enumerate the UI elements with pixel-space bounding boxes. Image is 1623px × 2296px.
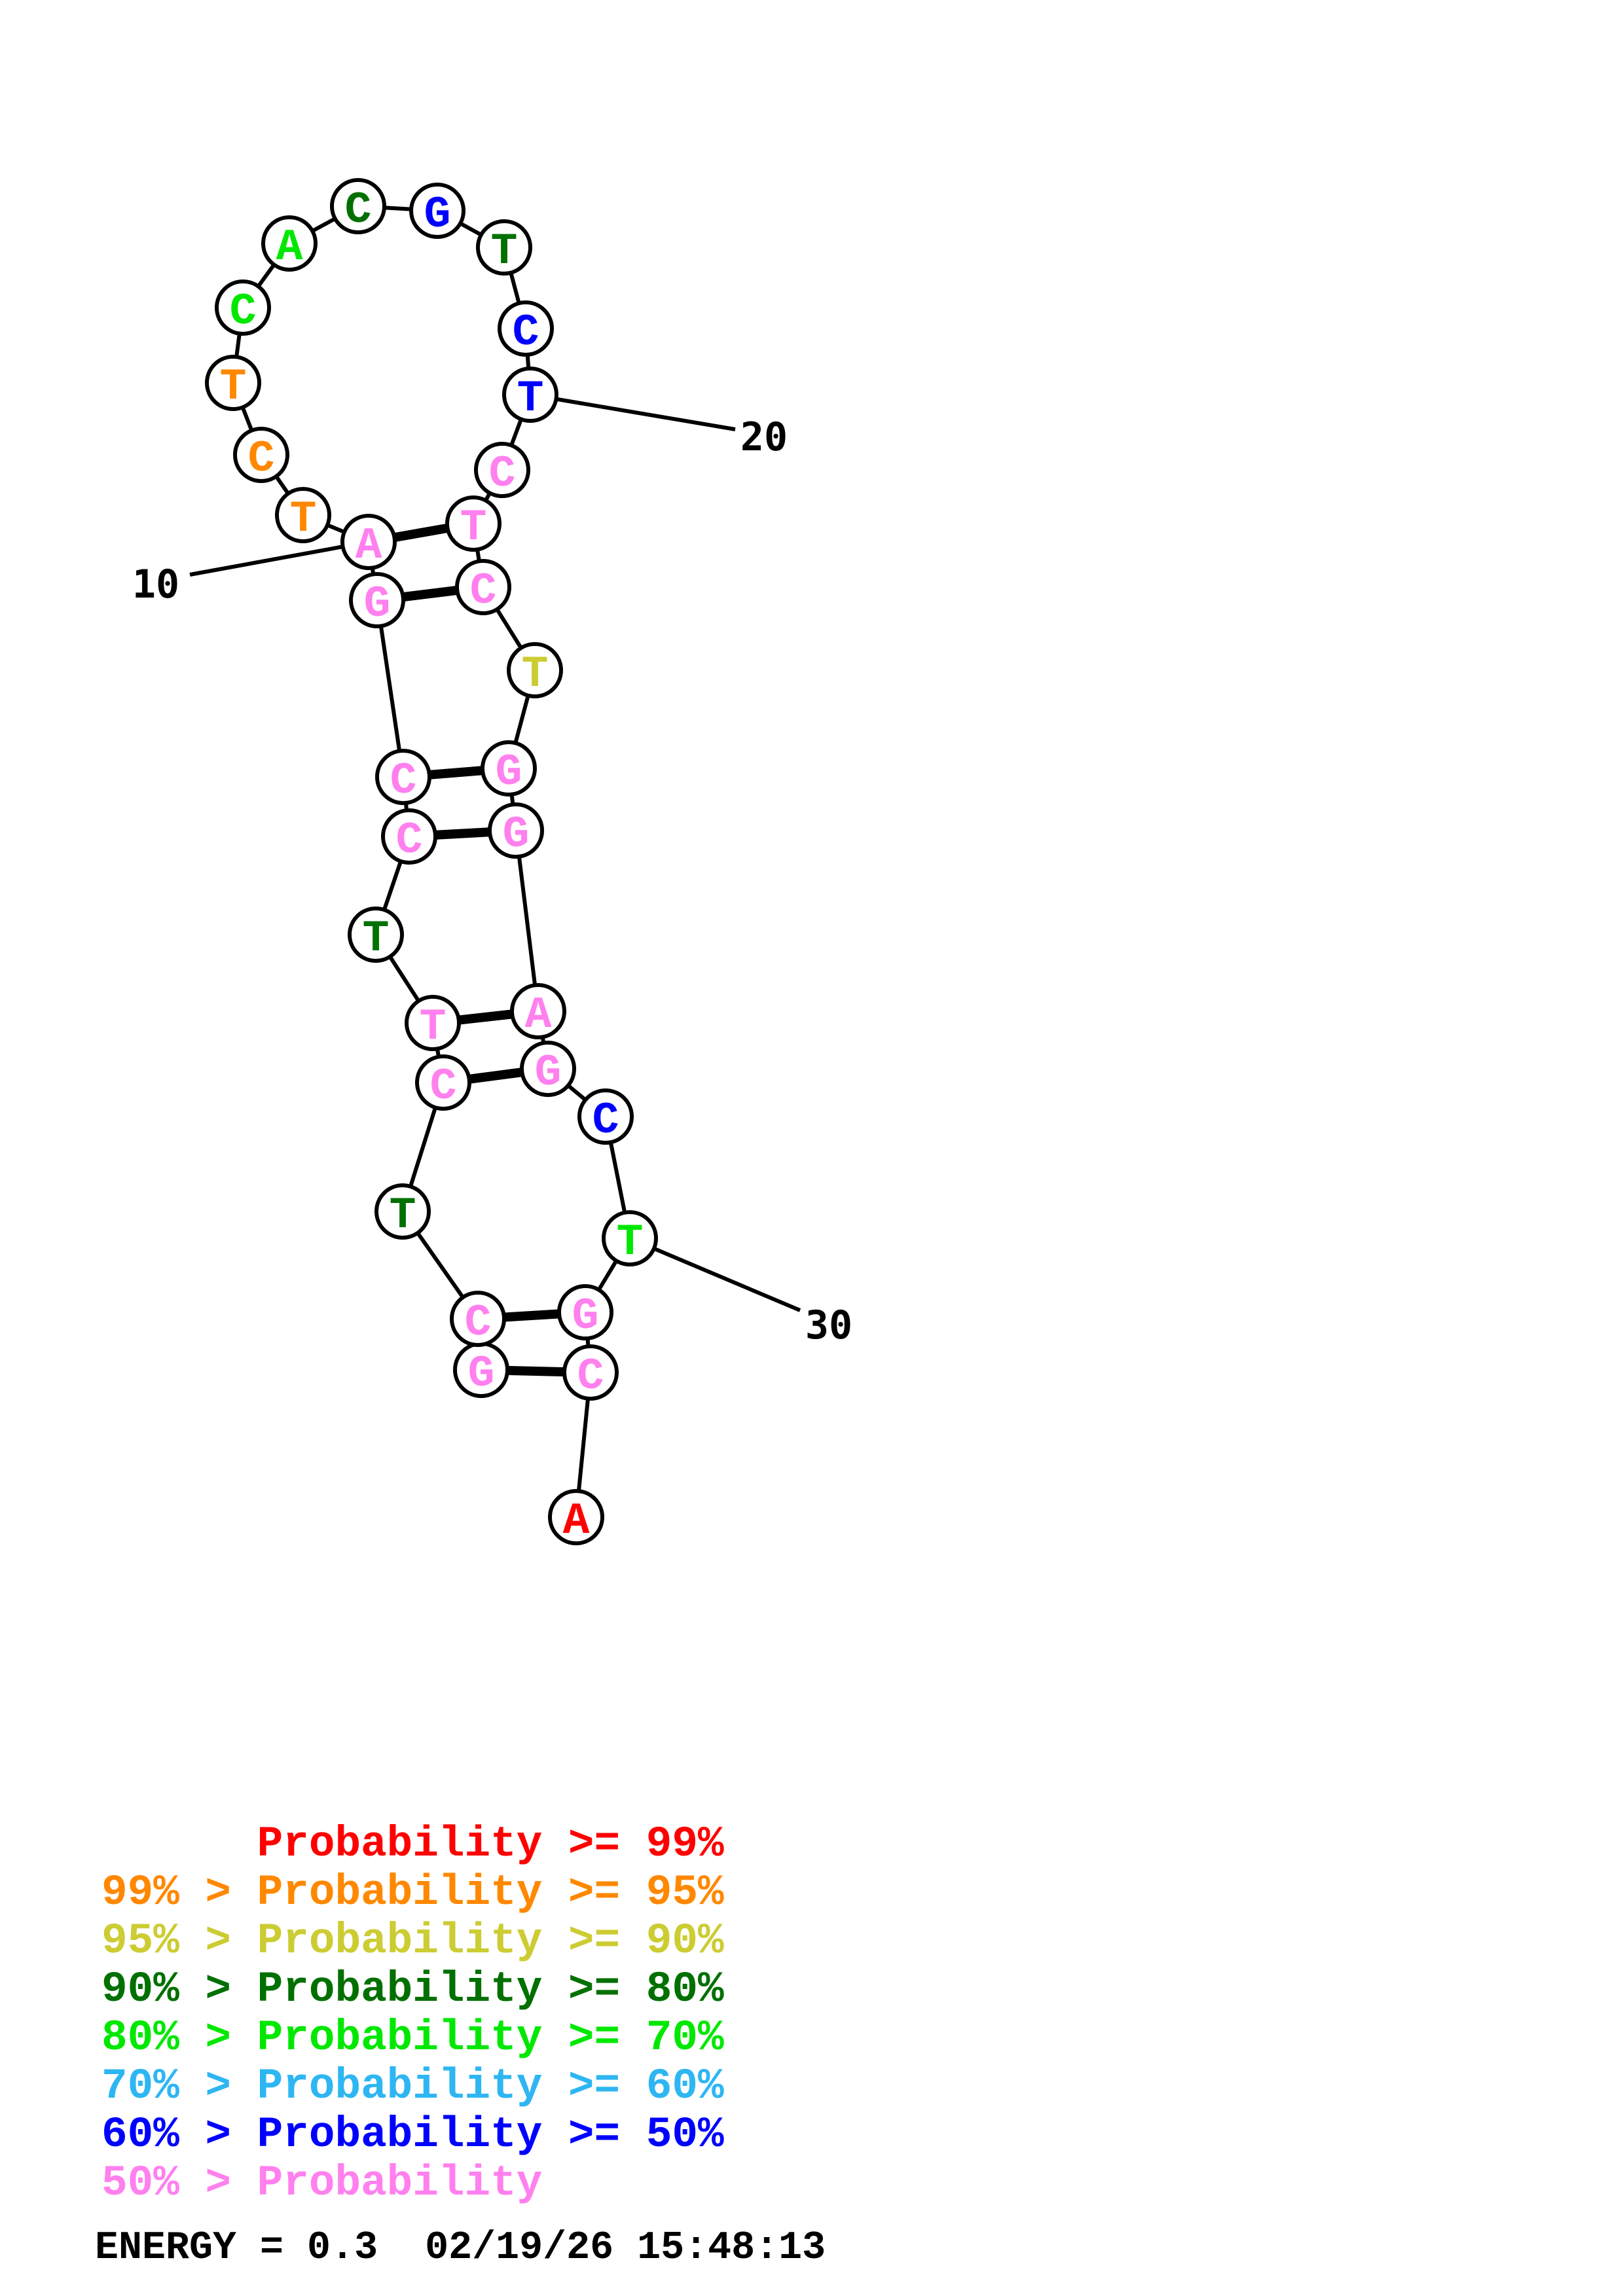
- nucleotide-node: [502, 367, 558, 423]
- base-letter: C: [470, 566, 497, 617]
- nucleotide-node: [349, 572, 405, 628]
- legend-row: 90% > Probability >= 80%: [101, 1965, 724, 2014]
- base-letter: A: [276, 223, 303, 273]
- position-label: 20: [740, 414, 788, 460]
- nucleotide-node: [348, 906, 404, 963]
- base-letter: T: [420, 1002, 447, 1052]
- legend-row: 50% > Probability: [101, 2159, 543, 2208]
- base-letter: T: [390, 1191, 416, 1241]
- base-letter: T: [290, 494, 317, 545]
- position-label-line: [629, 1236, 801, 1312]
- nucleotide-node: [510, 983, 566, 1039]
- base-letter: C: [513, 308, 539, 358]
- legend-row: 70% > Probability >= 60%: [101, 2062, 724, 2111]
- base-letter: T: [460, 503, 487, 553]
- nucleotide-node: [340, 514, 397, 570]
- nucleotide-node: [520, 1041, 576, 1097]
- base-letter: T: [522, 649, 549, 700]
- base-letter: G: [364, 579, 391, 630]
- nucleotide-node: [374, 1183, 431, 1240]
- base-letter: G: [424, 190, 451, 240]
- nucleotide-node: [474, 442, 530, 498]
- nucleotide-node: [557, 1284, 613, 1340]
- nucleotide-node: [548, 1489, 604, 1545]
- nucleotide-node: [481, 740, 537, 797]
- legend-row: Probability >= 99%: [101, 1820, 724, 1869]
- legend-row: 60% > Probability >= 50%: [101, 2110, 724, 2159]
- base-letter: T: [491, 226, 518, 277]
- base-letter: G: [503, 810, 530, 860]
- base-letter: T: [617, 1217, 644, 1268]
- base-letter: T: [517, 374, 544, 424]
- position-label-line: [530, 393, 736, 431]
- nucleotide-node: [445, 495, 501, 552]
- nucleotide-node: [577, 1088, 634, 1145]
- nucleotide-node: [275, 487, 331, 543]
- base-letter: A: [525, 990, 552, 1041]
- position-label: 10: [132, 562, 179, 607]
- nucleotide-node: [409, 183, 465, 239]
- base-letter: T: [220, 362, 247, 412]
- base-letter: A: [356, 521, 382, 571]
- base-letter: C: [248, 434, 275, 484]
- energy-status-line: ENERGY = 0.3 02/19/26 15:48:13: [95, 2226, 826, 2270]
- nucleotide-node: [602, 1210, 658, 1266]
- legend-row: 95% > Probability >= 90%: [101, 1916, 724, 1965]
- nucleotide-node: [261, 215, 318, 272]
- nucleotide-node: [215, 279, 271, 336]
- nucleotide-node: [562, 1344, 619, 1401]
- nucleotide-node: [455, 559, 511, 615]
- nucleotide-node: [405, 995, 461, 1051]
- nucleotide-node: [375, 749, 431, 805]
- nucleotide-node: [381, 808, 437, 865]
- base-letter: C: [577, 1352, 604, 1402]
- nucleotide-node: [205, 355, 261, 411]
- base-letter: A: [563, 1496, 590, 1547]
- base-letter: C: [489, 449, 516, 499]
- nucleotide-node: [450, 1291, 506, 1347]
- base-letter: C: [430, 1062, 457, 1112]
- nucleotide-node: [415, 1054, 471, 1111]
- base-letter: G: [496, 747, 522, 798]
- base-letter: G: [468, 1349, 495, 1399]
- nucleotide-node: [476, 219, 532, 276]
- nucleotide-node: [233, 427, 289, 483]
- base-letter: T: [363, 914, 390, 964]
- base-letter: G: [535, 1048, 562, 1098]
- position-label-line: [189, 540, 369, 577]
- backbone-line: [514, 830, 540, 1012]
- base-letter: C: [593, 1096, 619, 1146]
- nucleotide-node: [488, 802, 544, 859]
- backbone-line: [375, 600, 405, 778]
- legend-row: 80% > Probability >= 70%: [101, 2013, 724, 2062]
- base-letter: C: [465, 1298, 492, 1348]
- base-letter: C: [396, 816, 423, 866]
- position-label: 30: [805, 1302, 852, 1348]
- legend-row: 99% > Probability >= 95%: [101, 1868, 724, 1917]
- base-letter: C: [345, 185, 372, 236]
- nucleotide-node: [330, 178, 386, 234]
- base-letter: G: [572, 1291, 599, 1342]
- base-letter: C: [230, 287, 257, 337]
- nucleotide-node: [507, 642, 563, 698]
- base-letter: C: [390, 756, 417, 806]
- nucleotide-node: [498, 300, 554, 357]
